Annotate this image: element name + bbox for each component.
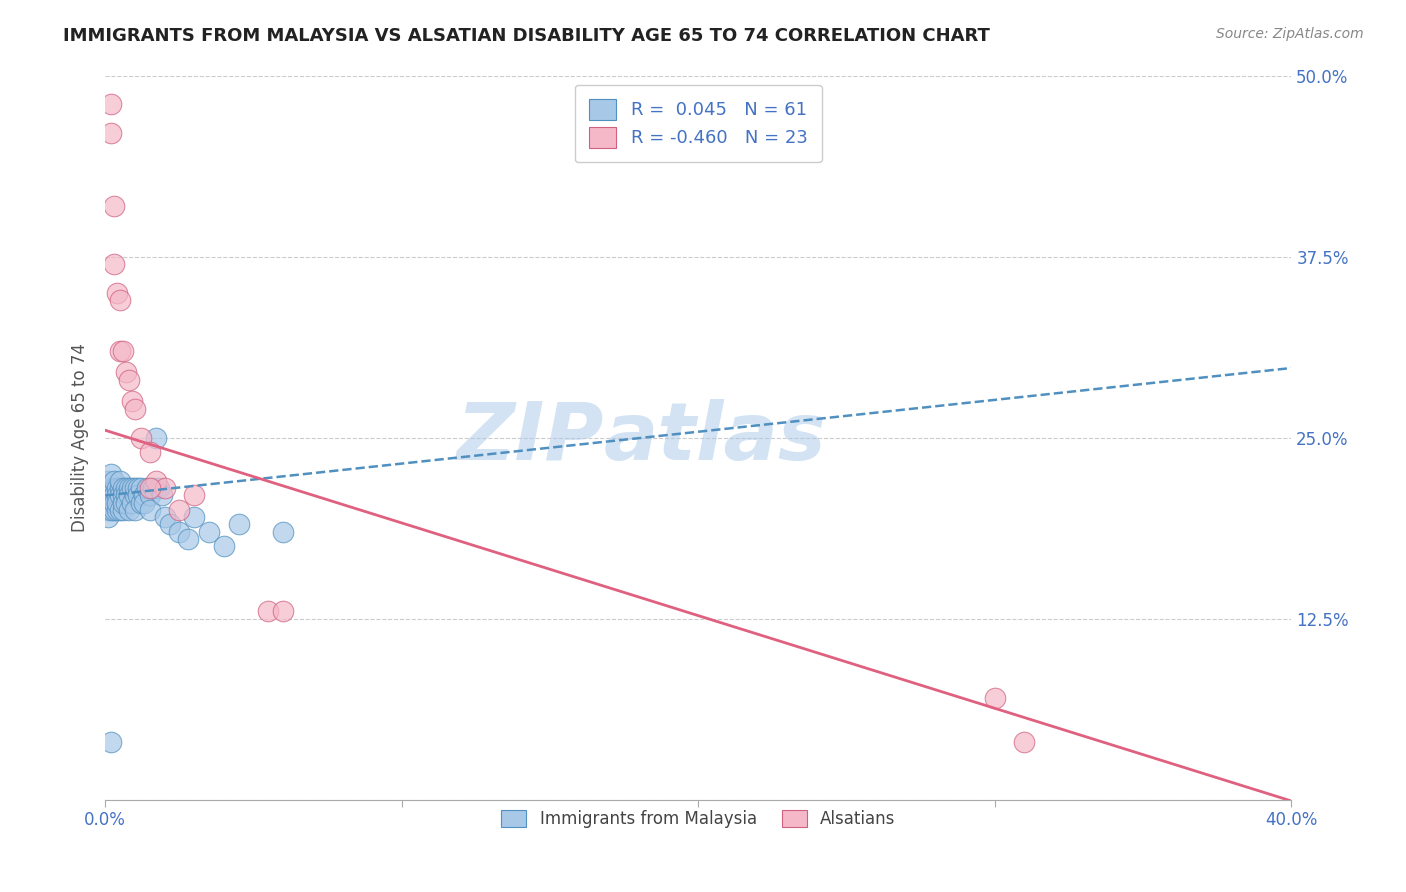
Point	[138, 445, 160, 459]
Point	[111, 481, 134, 495]
Point	[129, 496, 152, 510]
Point	[105, 496, 128, 510]
Point	[118, 373, 141, 387]
Text: ZIP: ZIP	[456, 399, 603, 476]
Point	[183, 488, 205, 502]
Point	[169, 503, 191, 517]
Point	[129, 481, 152, 495]
Point	[108, 488, 131, 502]
Point	[145, 474, 167, 488]
Point	[138, 503, 160, 517]
Point	[115, 365, 138, 379]
Point	[177, 532, 200, 546]
Point	[115, 496, 138, 510]
Point	[212, 539, 235, 553]
Point	[115, 481, 138, 495]
Point	[1014, 734, 1036, 748]
Point	[127, 481, 149, 495]
Point	[108, 293, 131, 307]
Point	[103, 496, 125, 510]
Point	[132, 496, 155, 510]
Point	[100, 734, 122, 748]
Point	[111, 488, 134, 502]
Point	[138, 488, 160, 502]
Point	[100, 127, 122, 141]
Point	[124, 488, 146, 502]
Point	[183, 510, 205, 524]
Point	[118, 503, 141, 517]
Point	[198, 524, 221, 539]
Y-axis label: Disability Age 65 to 74: Disability Age 65 to 74	[72, 343, 89, 532]
Point	[153, 481, 176, 495]
Point	[124, 503, 146, 517]
Point	[105, 488, 128, 502]
Point	[100, 488, 122, 502]
Point	[108, 343, 131, 358]
Point	[100, 503, 122, 517]
Point	[100, 467, 122, 481]
Point	[150, 488, 173, 502]
Point	[159, 517, 181, 532]
Point	[108, 503, 131, 517]
Point	[108, 481, 131, 495]
Point	[115, 488, 138, 502]
Text: IMMIGRANTS FROM MALAYSIA VS ALSATIAN DISABILITY AGE 65 TO 74 CORRELATION CHART: IMMIGRANTS FROM MALAYSIA VS ALSATIAN DIS…	[63, 27, 990, 45]
Point	[97, 503, 120, 517]
Point	[111, 503, 134, 517]
Point	[118, 488, 141, 502]
Point	[103, 481, 125, 495]
Point	[138, 481, 160, 495]
Point	[984, 691, 1007, 706]
Point	[271, 604, 294, 618]
Point	[103, 503, 125, 517]
Point	[135, 481, 157, 495]
Point	[148, 481, 170, 495]
Point	[257, 604, 280, 618]
Point	[97, 510, 120, 524]
Point	[121, 496, 143, 510]
Point	[100, 496, 122, 510]
Point	[111, 343, 134, 358]
Point	[129, 430, 152, 444]
Point	[108, 474, 131, 488]
Point	[145, 430, 167, 444]
Point	[97, 488, 120, 502]
Point	[103, 474, 125, 488]
Point	[103, 488, 125, 502]
Point	[100, 97, 122, 112]
Point	[111, 496, 134, 510]
Legend: Immigrants from Malaysia, Alsatians: Immigrants from Malaysia, Alsatians	[495, 803, 903, 835]
Point	[105, 285, 128, 300]
Point	[105, 481, 128, 495]
Point	[97, 481, 120, 495]
Point	[103, 199, 125, 213]
Point	[142, 481, 165, 495]
Point	[121, 394, 143, 409]
Point	[118, 481, 141, 495]
Text: Source: ZipAtlas.com: Source: ZipAtlas.com	[1216, 27, 1364, 41]
Point	[127, 488, 149, 502]
Point	[228, 517, 250, 532]
Point	[169, 524, 191, 539]
Point	[132, 488, 155, 502]
Point	[124, 481, 146, 495]
Text: atlas: atlas	[603, 399, 827, 476]
Point	[105, 503, 128, 517]
Point	[121, 481, 143, 495]
Point	[271, 524, 294, 539]
Point	[100, 481, 122, 495]
Point	[97, 474, 120, 488]
Point	[103, 257, 125, 271]
Point	[153, 510, 176, 524]
Point	[124, 401, 146, 416]
